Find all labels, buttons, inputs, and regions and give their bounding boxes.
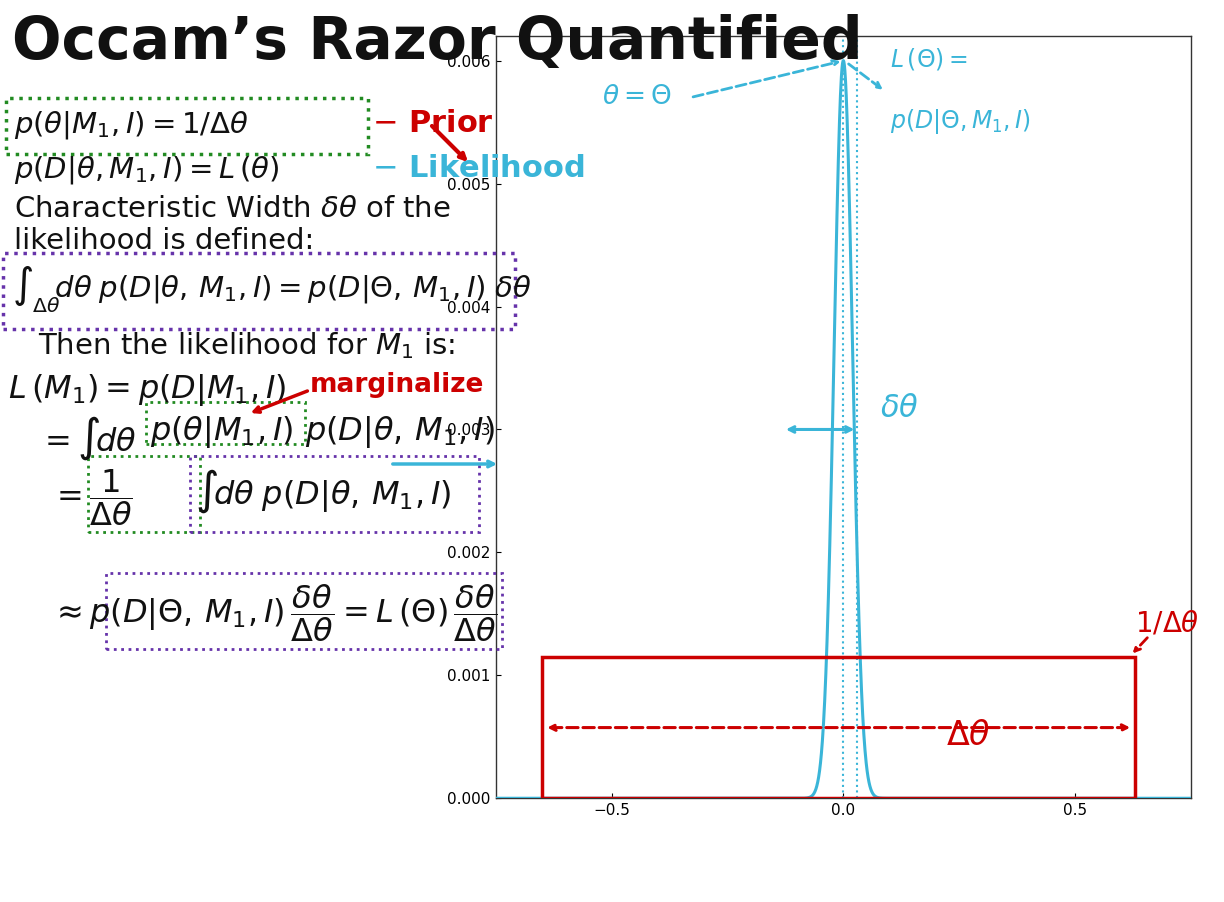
Text: Then the likelihood for $M_1$ is:: Then the likelihood for $M_1$ is:	[38, 330, 455, 361]
Text: $\Delta\theta$: $\Delta\theta$	[946, 719, 990, 751]
Text: $-$ Prior: $-$ Prior	[372, 109, 493, 138]
Text: $p(D|\Theta,M_1,I)$: $p(D|\Theta,M_1,I)$	[890, 107, 1031, 136]
Text: likelihood is defined:: likelihood is defined:	[13, 227, 315, 255]
Bar	[542, 657, 1136, 798]
Text: $p(D|\theta,\, M_1,I)$: $p(D|\theta,\, M_1,I)$	[305, 414, 494, 450]
Text: $=\dfrac{1}{\Delta\theta}$: $=\dfrac{1}{\Delta\theta}$	[50, 467, 132, 528]
Text: marginalize: marginalize	[310, 372, 485, 398]
Text: $\int\!d\theta\; p(D|\theta,\, M_1,I)$: $\int\!d\theta\; p(D|\theta,\, M_1,I)$	[195, 467, 452, 515]
Text: $\approx p(D|\Theta,\, M_1,I)\,\dfrac{\delta\theta}{\Delta\theta} = L\,(\Theta)\: $\approx p(D|\Theta,\, M_1,I)\,\dfrac{\d…	[50, 582, 497, 644]
Text: $\int_{\Delta\theta}\!d\theta\; p(D|\theta,\, M_1,I) = p(D|\Theta,\, M_1,I)\;\de: $\int_{\Delta\theta}\!d\theta\; p(D|\the…	[12, 264, 531, 316]
Text: $-$ Likelihood: $-$ Likelihood	[372, 154, 585, 183]
Text: $1/\Delta\theta$: $1/\Delta\theta$	[1136, 610, 1200, 638]
Text: Occam’s Razor Quantified: Occam’s Razor Quantified	[12, 14, 863, 71]
Text: $p(\theta|M_1,I)$: $p(\theta|M_1,I)$	[151, 414, 294, 450]
Text: Characteristic Width $\delta\theta$ of the: Characteristic Width $\delta\theta$ of t…	[13, 195, 450, 223]
Text: $L\,(M_1) = p(D|M_1,I)$: $L\,(M_1) = p(D|M_1,I)$	[9, 372, 286, 408]
Text: $L\,(\Theta) =$: $L\,(\Theta) =$	[890, 46, 967, 72]
Text: $\theta = \Theta$: $\theta = \Theta$	[602, 84, 672, 110]
Text: $p(\theta|M_1,I)= 1/\Delta\theta$: $p(\theta|M_1,I)= 1/\Delta\theta$	[13, 109, 248, 141]
Text: $=\int\!d\theta\;$: $=\int\!d\theta\;$	[38, 414, 137, 462]
Text: $\delta\theta$: $\delta\theta$	[880, 394, 919, 423]
Text: $p(D|\theta,M_1,I)= L\,(\theta)$: $p(D|\theta,M_1,I)= L\,(\theta)$	[13, 154, 279, 186]
